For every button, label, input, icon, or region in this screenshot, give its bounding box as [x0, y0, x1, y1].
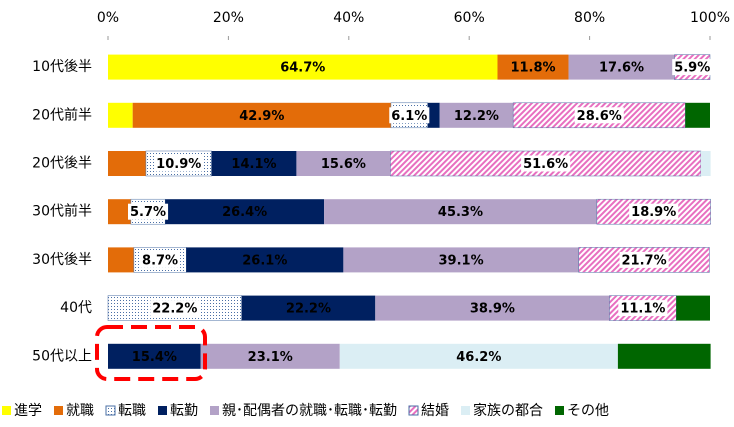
- x-tick-label: 0%: [97, 10, 119, 26]
- label-background: [618, 300, 668, 317]
- data-label: 22.2%: [286, 302, 331, 317]
- label-background: [154, 155, 204, 172]
- bar-segment: [427, 102, 440, 128]
- y-tick-label: 40代: [60, 300, 92, 316]
- data-label: 46.2%: [456, 350, 501, 365]
- data-label: 10.9%: [156, 157, 201, 172]
- data-label: 45.3%: [438, 205, 483, 220]
- bar-segment: [108, 102, 133, 128]
- data-label: 39.1%: [439, 253, 484, 268]
- x-tick-label: 20%: [213, 10, 244, 26]
- legend-label: 転勤: [170, 403, 198, 419]
- data-label: 64.7%: [280, 61, 325, 76]
- bar-segment: [568, 54, 675, 80]
- bar-segment: [108, 54, 498, 80]
- x-tick-label: 100%: [690, 10, 730, 26]
- label-background: [672, 59, 713, 76]
- data-label: 11.1%: [620, 302, 665, 317]
- data-label: 26.1%: [242, 253, 287, 268]
- data-label: 6.1%: [391, 109, 427, 124]
- label-background: [629, 203, 679, 220]
- bar-segment: [339, 343, 618, 369]
- x-tick-label: 40%: [333, 10, 364, 26]
- bar-segment: [108, 151, 146, 176]
- legend-swatch: [105, 405, 116, 416]
- bar-segment: [211, 151, 297, 176]
- legend-label: 家族の都合: [473, 402, 543, 419]
- bar-segment: [497, 54, 569, 80]
- data-label: 17.6%: [599, 61, 644, 76]
- bar-segment: [676, 295, 710, 321]
- bar-segment: [343, 247, 579, 273]
- data-label: 5.9%: [674, 61, 710, 76]
- bar-segment: [439, 102, 514, 128]
- bar-segment: [165, 199, 325, 225]
- legend-label: 結婚: [421, 403, 449, 419]
- data-label: 42.9%: [239, 109, 284, 124]
- label-background: [389, 107, 430, 124]
- legend-label: 進学: [14, 403, 42, 419]
- data-label: 26.4%: [222, 205, 267, 220]
- legend-swatch: [2, 406, 11, 415]
- bar-segment: [617, 343, 711, 369]
- data-label: 18.9%: [631, 205, 676, 220]
- y-tick-label: 20代後半: [32, 156, 92, 172]
- y-tick-label: 30代前半: [32, 203, 92, 220]
- legend-label: 転職: [118, 403, 146, 419]
- legend-label: 親･配偶者の就職･転職･転勤: [222, 403, 397, 419]
- bar-segment: [108, 199, 131, 225]
- bar-segment: [685, 102, 710, 128]
- data-label: 51.6%: [523, 157, 568, 172]
- data-label: 14.1%: [231, 157, 276, 172]
- label-background: [574, 107, 624, 124]
- bar-segment: [132, 102, 391, 128]
- data-label: 15.4%: [132, 350, 177, 365]
- bar-segment: [241, 295, 376, 321]
- y-tick-label: 20代前半: [32, 106, 92, 123]
- data-label: 38.9%: [470, 302, 515, 317]
- data-label: 5.7%: [130, 205, 166, 220]
- label-background: [150, 300, 200, 317]
- x-tick-label: 80%: [574, 10, 605, 26]
- legend-swatch: [461, 406, 470, 415]
- legend-label: 就職: [66, 403, 94, 419]
- legend-swatch: [210, 406, 219, 415]
- label-background: [140, 251, 181, 268]
- bar-segment: [108, 343, 201, 369]
- bar-segment: [700, 151, 711, 176]
- data-label: 28.6%: [577, 109, 622, 124]
- y-tick-label: 10代後半: [32, 59, 92, 75]
- data-label: 12.2%: [454, 109, 499, 124]
- label-background: [521, 155, 571, 172]
- legend-swatch: [158, 406, 167, 415]
- bar-segment: [186, 247, 344, 273]
- legend-swatch: [408, 405, 419, 416]
- legend-swatch: [54, 406, 63, 415]
- bar-segment: [375, 295, 610, 321]
- legend-label: その他: [567, 403, 609, 419]
- data-label: 15.6%: [321, 157, 366, 172]
- label-background: [128, 203, 169, 220]
- data-label: 8.7%: [142, 253, 178, 268]
- highlight-box: [95, 325, 207, 381]
- x-tick-label: 60%: [454, 10, 485, 26]
- legend-swatch: [555, 406, 564, 415]
- bar-segment: [108, 247, 134, 273]
- data-label: 23.1%: [248, 350, 293, 365]
- bar-segment: [324, 199, 597, 225]
- bar-segment: [296, 151, 391, 176]
- data-label: 21.7%: [622, 253, 667, 268]
- label-background: [619, 251, 669, 268]
- data-label: 22.2%: [152, 302, 197, 317]
- y-tick-label: 30代後半: [32, 252, 92, 268]
- y-tick-label: 50代以上: [32, 348, 92, 364]
- data-label: 11.8%: [510, 61, 555, 76]
- bar-segment: [200, 343, 340, 369]
